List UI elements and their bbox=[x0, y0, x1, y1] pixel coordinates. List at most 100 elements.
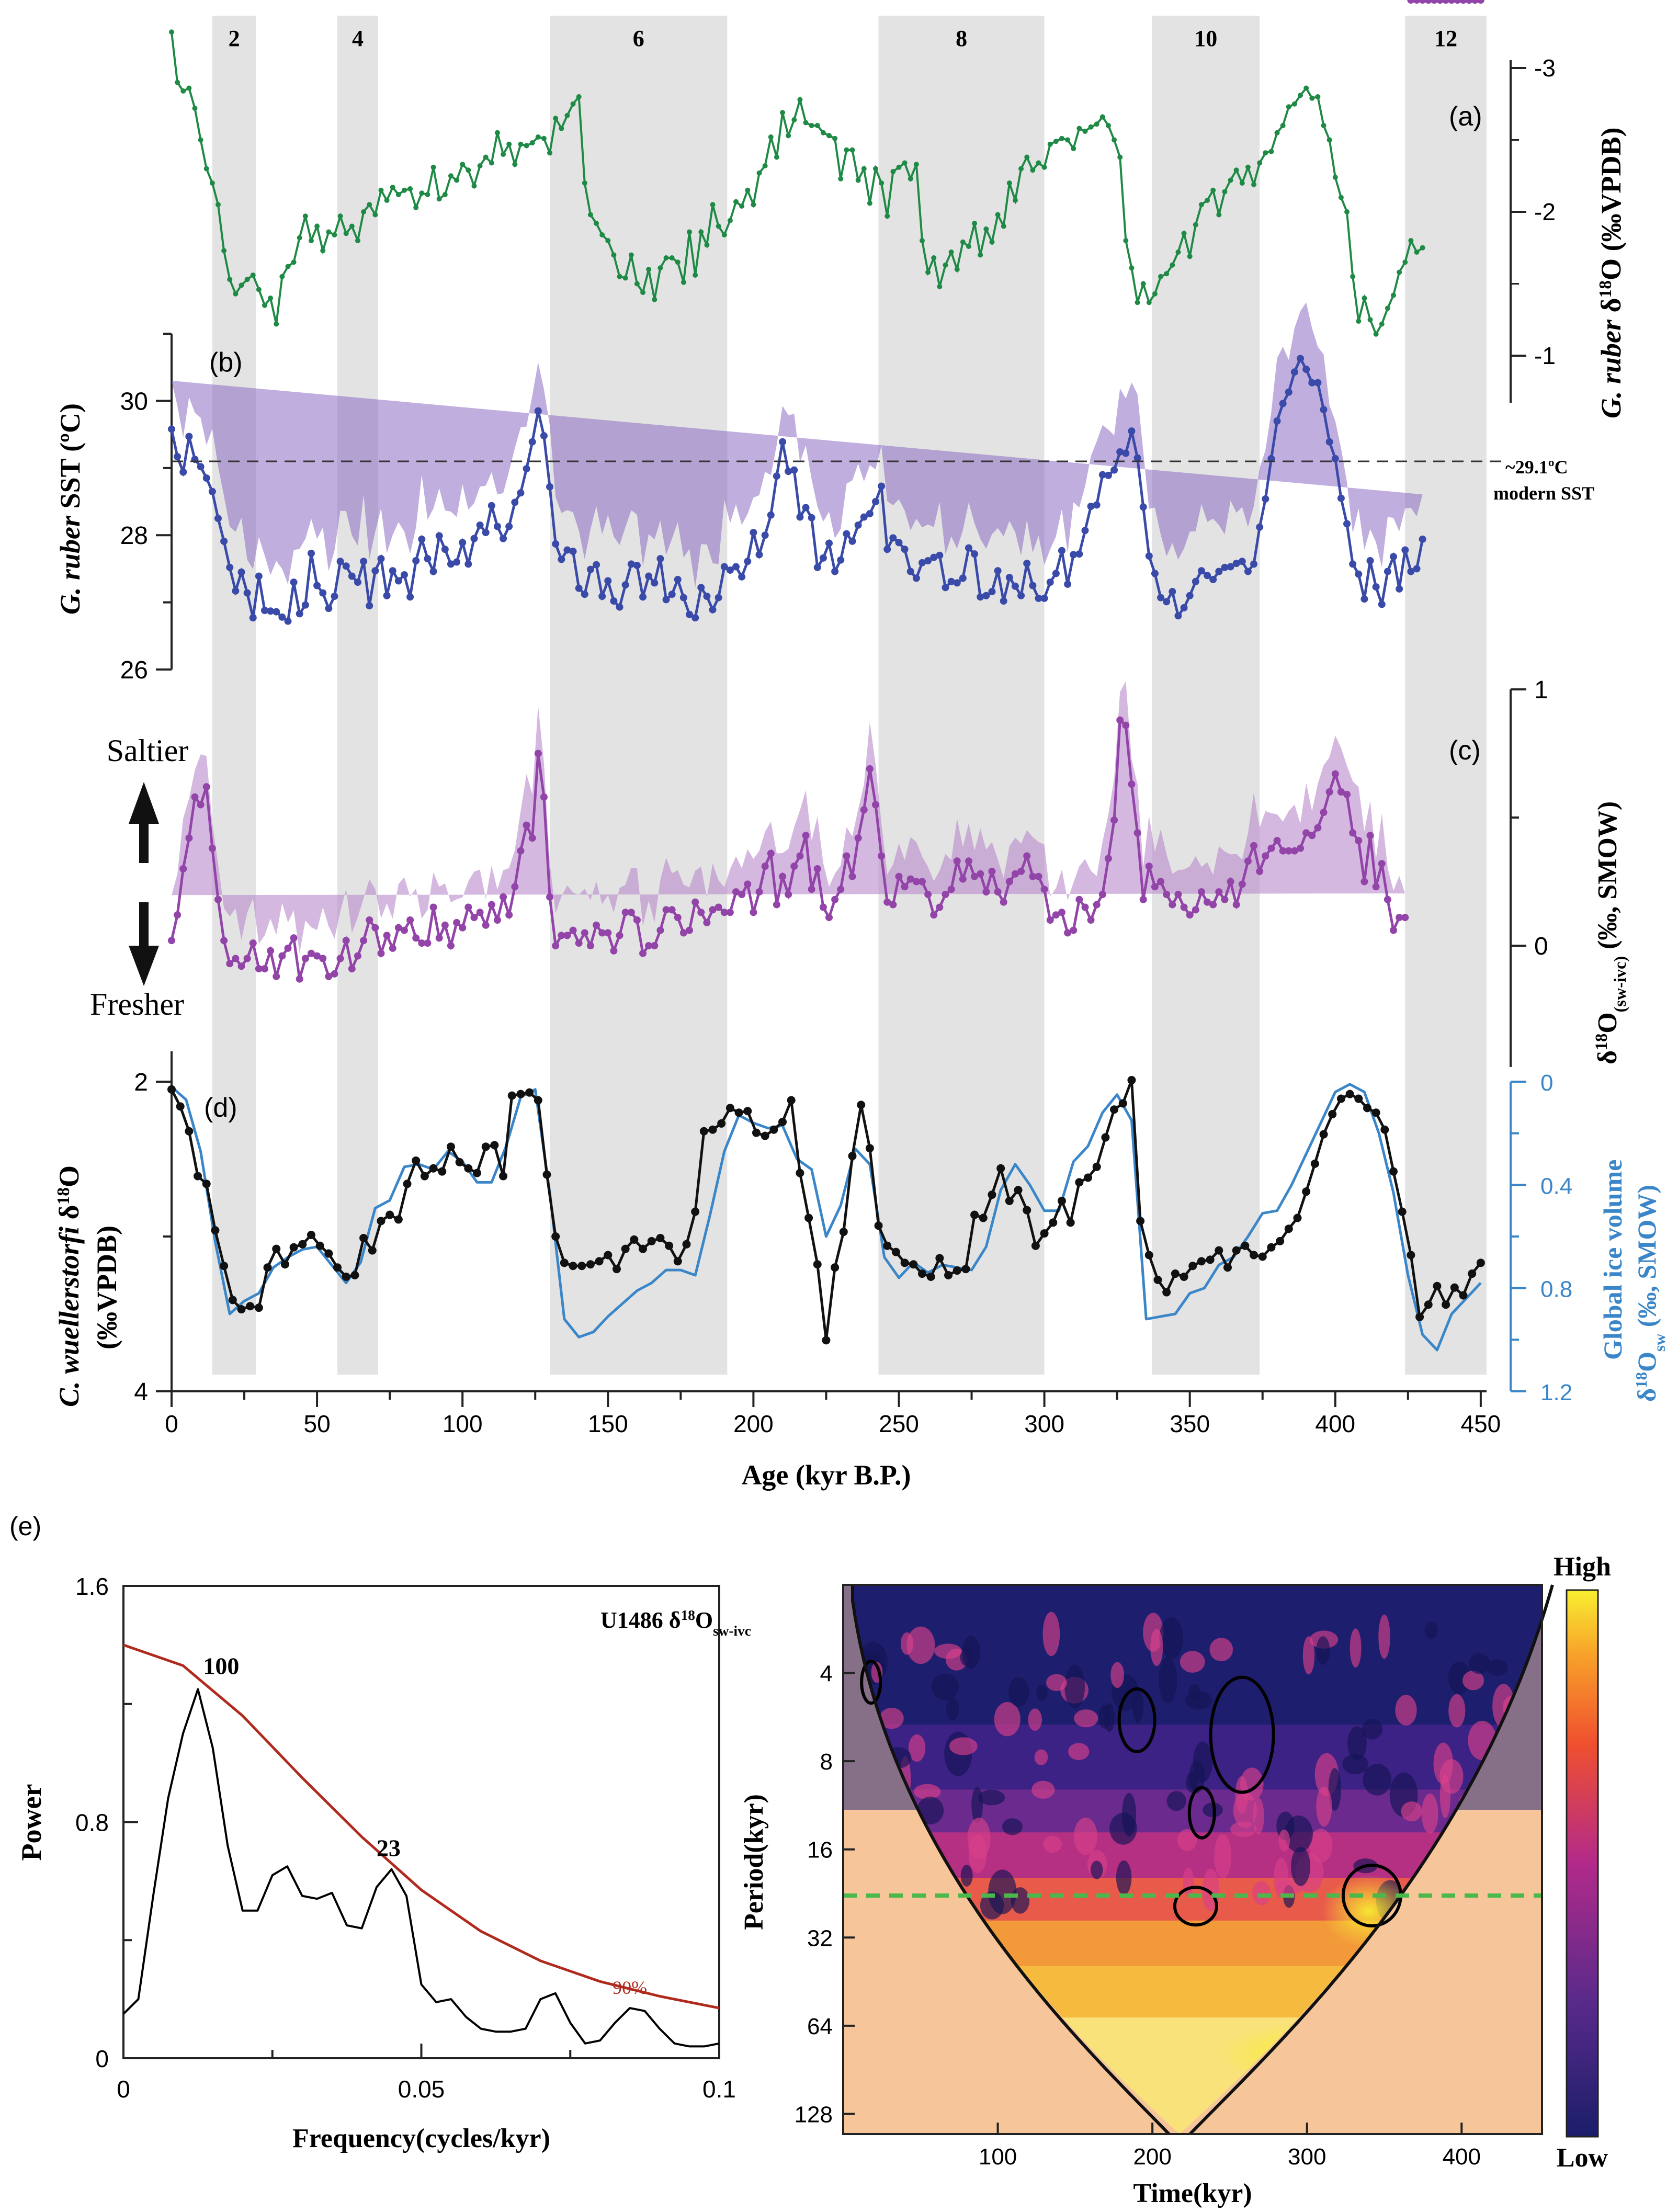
data-point-c bbox=[1098, 891, 1106, 898]
data-point-b bbox=[1285, 388, 1292, 396]
data-point-d bbox=[412, 1156, 421, 1165]
data-point-d bbox=[935, 1254, 944, 1263]
data-point-a bbox=[1291, 101, 1297, 107]
data-point-c bbox=[616, 932, 623, 939]
data-point-a bbox=[343, 231, 349, 236]
wavelet-texture bbox=[1031, 1780, 1055, 1799]
data-point-c bbox=[505, 911, 513, 919]
data-point-b bbox=[273, 608, 280, 616]
data-point-b bbox=[1244, 568, 1252, 575]
data-point-b bbox=[691, 614, 699, 622]
data-point-a bbox=[791, 117, 797, 122]
data-point-a bbox=[879, 180, 885, 186]
data-point-b bbox=[1035, 594, 1042, 602]
data-point-c bbox=[273, 972, 280, 980]
data-point-b bbox=[226, 563, 234, 571]
data-point-b bbox=[1337, 494, 1345, 502]
colorbar-low-label: Low bbox=[1557, 2143, 1608, 2173]
data-point-a bbox=[1112, 137, 1117, 143]
data-point-a bbox=[861, 166, 867, 172]
data-point-a bbox=[1373, 331, 1379, 337]
data-point-a bbox=[489, 160, 494, 166]
data-point-b bbox=[500, 535, 507, 542]
data-point-a bbox=[925, 269, 931, 275]
data-point-d bbox=[1197, 1257, 1206, 1266]
data-point-a bbox=[762, 163, 768, 168]
data-point-d bbox=[734, 1108, 743, 1117]
data-point-a bbox=[1257, 160, 1263, 166]
data-point-d bbox=[315, 1241, 324, 1250]
data-point-d bbox=[961, 1265, 970, 1274]
data-point-b bbox=[593, 561, 600, 569]
data-point-c bbox=[1064, 929, 1072, 937]
wavelet-texture bbox=[1098, 1705, 1111, 1729]
fresher-label: Fresher bbox=[90, 987, 184, 1022]
data-point-d bbox=[1066, 1218, 1075, 1227]
data-point-d bbox=[839, 1228, 848, 1237]
data-point-c bbox=[389, 944, 396, 952]
ylabel-c: δ18O(sw-ivc) (‰, SMOW) bbox=[1592, 801, 1629, 1064]
data-point-c bbox=[412, 934, 420, 942]
data-point-a bbox=[535, 134, 541, 140]
data-point-d bbox=[1162, 1288, 1171, 1297]
data-point-b bbox=[1250, 560, 1258, 568]
data-point-c bbox=[1290, 847, 1298, 855]
data-point-c bbox=[243, 955, 251, 962]
data-point-a bbox=[274, 321, 279, 327]
data-point-d bbox=[202, 1179, 211, 1188]
data-point-d bbox=[1232, 1246, 1241, 1255]
data-point-a bbox=[768, 134, 774, 140]
data-point-b bbox=[453, 558, 461, 566]
wavelet-texture bbox=[1177, 1829, 1197, 1851]
glacial-band bbox=[1152, 16, 1260, 1375]
cone-of-influence bbox=[851, 1584, 1554, 2136]
data-point-b bbox=[569, 548, 577, 555]
data-point-a bbox=[774, 154, 779, 160]
data-point-a bbox=[867, 200, 872, 206]
data-point-c bbox=[802, 832, 810, 840]
data-point-d bbox=[725, 1104, 734, 1113]
data-point-a bbox=[326, 229, 332, 235]
data-point-c bbox=[1390, 926, 1398, 934]
data-point-c bbox=[534, 750, 542, 757]
data-point-c bbox=[988, 867, 996, 875]
data-point-c bbox=[697, 909, 705, 916]
data-point-d bbox=[1276, 1237, 1285, 1245]
data-point-a bbox=[308, 238, 314, 243]
data-point-a bbox=[721, 232, 727, 237]
tick-label-w-y: 32 bbox=[807, 1925, 833, 1951]
data-point-a bbox=[570, 101, 576, 107]
data-point-c bbox=[1011, 870, 1019, 878]
data-point-a bbox=[1018, 166, 1024, 172]
data-point-c bbox=[301, 955, 309, 962]
data-point-b bbox=[715, 594, 722, 602]
data-point-d bbox=[333, 1263, 342, 1272]
data-point-d bbox=[595, 1257, 604, 1266]
data-point-a bbox=[203, 166, 209, 172]
data-point-d bbox=[708, 1125, 717, 1134]
data-point-c bbox=[982, 888, 990, 896]
data-point-c bbox=[249, 939, 257, 947]
data-point-b bbox=[616, 603, 623, 611]
wavelet-texture bbox=[1424, 1621, 1438, 1639]
data-point-d bbox=[1057, 1196, 1066, 1205]
tick-label-e-x: 0.1 bbox=[702, 2075, 736, 2103]
data-point-d bbox=[639, 1244, 648, 1253]
data-point-a bbox=[256, 287, 262, 292]
tick-label-age: 350 bbox=[1170, 1410, 1210, 1437]
data-point-d bbox=[1223, 1263, 1232, 1272]
data-point-b bbox=[383, 592, 391, 599]
data-point-c bbox=[744, 880, 752, 888]
panel-label-a: (a) bbox=[1449, 101, 1482, 132]
data-point-a bbox=[1397, 269, 1402, 275]
data-point-c bbox=[1308, 832, 1316, 840]
data-point-d bbox=[778, 1117, 787, 1126]
data-point-b bbox=[1384, 568, 1391, 575]
data-point-c bbox=[517, 847, 525, 855]
data-point-a bbox=[960, 239, 966, 245]
data-point-a bbox=[337, 213, 343, 219]
data-point-c bbox=[435, 934, 443, 942]
data-point-b bbox=[412, 557, 420, 564]
data-point-c bbox=[1442, 0, 1450, 4]
data-point-d bbox=[1127, 1076, 1136, 1085]
